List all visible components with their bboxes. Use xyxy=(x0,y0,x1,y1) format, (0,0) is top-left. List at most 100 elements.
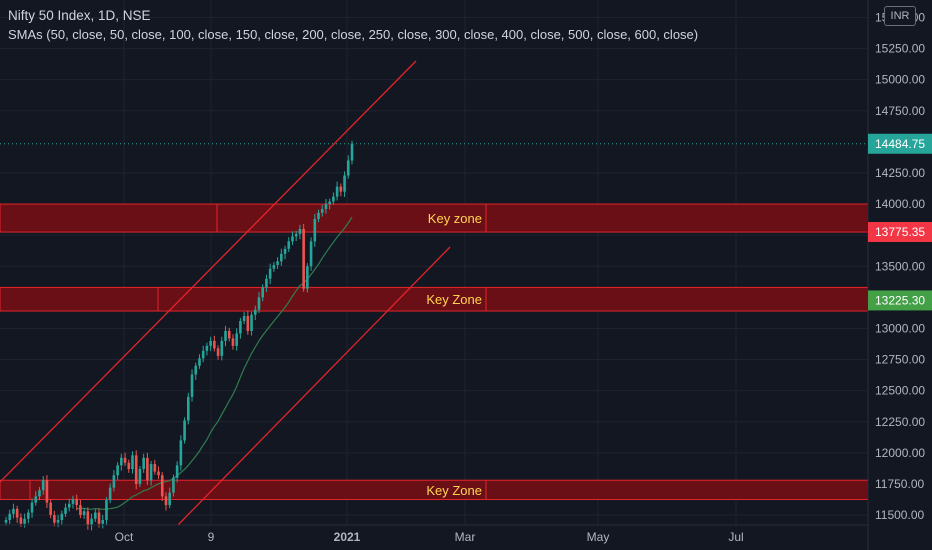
candle-body xyxy=(272,265,276,269)
candle-body xyxy=(116,465,119,476)
currency-badge[interactable]: INR xyxy=(884,6,916,26)
candle-body xyxy=(34,496,38,503)
channel-lower-line xyxy=(177,246,451,526)
candle-body xyxy=(105,500,108,521)
candle-body xyxy=(343,175,346,192)
candle-body xyxy=(45,480,49,503)
candle-body xyxy=(227,330,231,339)
candle-body xyxy=(134,455,138,484)
candle-body xyxy=(138,469,142,484)
candle-body xyxy=(168,492,171,506)
candle-body xyxy=(53,515,56,523)
candle-body xyxy=(224,330,227,341)
time-tick-label: May xyxy=(587,530,610,544)
time-tick-label: 9 xyxy=(208,530,215,544)
candle-body xyxy=(23,518,26,524)
candle-body xyxy=(324,204,328,210)
candle-body xyxy=(64,507,67,514)
candle-body xyxy=(19,517,23,524)
candle-body xyxy=(309,241,313,267)
candle-body xyxy=(187,396,190,421)
price-tick-label: 12250.00 xyxy=(875,415,925,429)
candle-body xyxy=(280,253,283,262)
candle-body xyxy=(123,457,127,463)
candle-body xyxy=(120,457,123,466)
price-tick-label: 13000.00 xyxy=(875,321,925,335)
price-tick-label: 12000.00 xyxy=(875,446,925,460)
candle-body xyxy=(86,511,90,525)
price-tick-label: 15250.00 xyxy=(875,42,925,56)
candle-body xyxy=(306,266,309,289)
candle-body xyxy=(317,212,320,219)
candle-body xyxy=(172,477,175,493)
candle-body xyxy=(153,464,157,472)
candle-body xyxy=(257,297,261,310)
channel-upper-line xyxy=(0,60,417,483)
candle-body xyxy=(157,471,160,476)
candle-body xyxy=(15,508,19,518)
candle-body xyxy=(242,316,246,321)
key-zone-label: Key Zone xyxy=(426,483,482,498)
candle-body xyxy=(127,462,131,470)
key-zone-label: Key zone xyxy=(428,211,482,226)
key-zone-labels: Key zone Key Zone Key Zone xyxy=(426,211,482,498)
price-tick-label: 14250.00 xyxy=(875,166,925,180)
price-tick-label: 11500.00 xyxy=(875,508,924,522)
price-tag-label: 13775.35 xyxy=(875,225,925,239)
candle-body xyxy=(205,345,209,351)
candle-body xyxy=(175,465,179,478)
time-tick-label: 2021 xyxy=(334,530,361,544)
candle-body xyxy=(41,480,45,491)
time-tick-label: Jul xyxy=(728,530,743,544)
candle-body xyxy=(332,196,335,202)
candle-body xyxy=(198,358,201,366)
candle-body xyxy=(276,261,279,266)
candle-body xyxy=(93,512,97,519)
candle-body xyxy=(265,278,268,288)
candle-body xyxy=(250,314,253,331)
price-tick-label: 11750.00 xyxy=(875,477,924,491)
price-tag-bg xyxy=(868,133,932,154)
candle-body xyxy=(131,455,134,470)
candle-body xyxy=(298,228,302,234)
key-zone xyxy=(0,203,869,233)
candle-body xyxy=(160,475,164,497)
price-tag-label: 13225.30 xyxy=(875,293,925,307)
candle-body xyxy=(313,218,317,242)
time-axis[interactable]: Oct 9 2021 Mar May Jul xyxy=(0,524,868,544)
candle-body xyxy=(49,502,52,516)
candle-body xyxy=(231,338,235,346)
candle-body xyxy=(335,186,339,197)
candle-body xyxy=(183,420,186,441)
candle-body xyxy=(79,505,82,516)
candle-body xyxy=(112,475,116,488)
price-tick-label: 13500.00 xyxy=(875,259,925,273)
candle-body xyxy=(8,513,12,521)
candle-body xyxy=(30,502,34,513)
price-tick-label: 15000.00 xyxy=(875,73,925,87)
candle-body xyxy=(291,236,294,242)
candle-body xyxy=(142,457,145,470)
key-zone-label: Key Zone xyxy=(426,292,482,307)
candle-body xyxy=(213,340,216,349)
candle-body xyxy=(253,309,257,315)
candle-body xyxy=(190,374,194,397)
candle-body xyxy=(294,233,298,237)
price-tag-bg xyxy=(868,222,932,243)
time-tick-label: Mar xyxy=(455,530,476,544)
candle-body xyxy=(71,498,75,504)
candle-body xyxy=(346,160,350,176)
candle-body xyxy=(209,340,212,346)
candle-body xyxy=(287,241,291,249)
candle-body xyxy=(38,490,41,497)
candle-body xyxy=(339,186,343,192)
candle-body xyxy=(283,248,287,254)
candle-body xyxy=(97,512,101,524)
price-tick-label: 12750.00 xyxy=(875,353,925,367)
candle-body xyxy=(146,457,149,481)
candle-body xyxy=(149,464,153,481)
candle-body xyxy=(302,228,305,289)
candle-body xyxy=(194,365,198,375)
